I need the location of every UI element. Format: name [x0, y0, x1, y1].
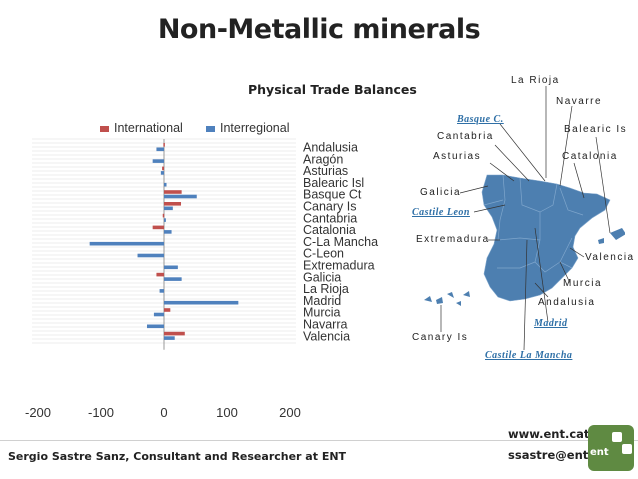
category-label: Galicia — [303, 270, 341, 284]
canary-islands — [424, 291, 470, 306]
category-label: Asturias — [303, 164, 348, 178]
map-label-murcia: Murcia — [563, 278, 603, 289]
bar-international — [164, 308, 171, 312]
bar-interregional — [146, 324, 164, 329]
bar-interregional — [164, 277, 182, 281]
balearic-island — [610, 228, 625, 240]
category-label: Canary Is — [303, 200, 357, 214]
bar-international — [162, 213, 165, 218]
category-label: Basque Ct — [303, 188, 362, 202]
footer-site[interactable]: www.ent.cat — [508, 427, 590, 441]
map-label-extremadura: Extremadura — [416, 234, 490, 245]
bar-interregional — [159, 289, 164, 293]
x-tick-label: 100 — [216, 405, 238, 420]
map-label-galicia: Galicia — [420, 187, 462, 198]
x-tick-label: -100 — [88, 405, 114, 420]
map-label-valencia: Valencia — [585, 252, 635, 263]
category-label: C-Leon — [303, 247, 344, 261]
map-label-catalonia: Catalonia — [562, 151, 618, 162]
bar-international — [152, 225, 164, 230]
bar-interregional — [89, 241, 164, 246]
bar-interregional — [160, 171, 164, 175]
chart-title: Physical Trade Balances — [248, 82, 417, 97]
bar-interregional — [152, 159, 164, 163]
map-label-castile-leon: Castile Leon — [412, 207, 470, 218]
x-tick-label: 0 — [160, 405, 167, 420]
category-label: C-La Mancha — [303, 235, 378, 249]
bar-interregional — [164, 230, 172, 234]
map-label-balearic: Balearic Is — [564, 124, 628, 135]
spain-map — [424, 86, 625, 351]
bar-international — [156, 272, 164, 277]
bar-interregional — [156, 147, 164, 152]
legend-item-international: International — [100, 121, 183, 135]
bar-interregional — [153, 312, 164, 317]
legend-swatch-international — [100, 125, 109, 132]
legend-swatch-interregional — [206, 125, 215, 132]
category-label: Cantabria — [303, 211, 357, 225]
footer-divider — [0, 440, 638, 441]
bar-chart: -200 -100 0 100 200AndalusiaAragónAsturiasBa… — [25, 138, 378, 420]
category-label: Catalonia — [303, 223, 356, 237]
bar-international — [164, 190, 182, 194]
legend-label-interregional: Interregional — [220, 121, 290, 135]
legend-item-interregional: Interregional — [206, 121, 290, 135]
bar-interregional — [137, 253, 164, 258]
map-label-cantabria: Cantabria — [437, 131, 494, 142]
category-label: Murcia — [303, 306, 341, 320]
ent-logo-text: ent — [590, 447, 609, 458]
category-label: Navarra — [303, 318, 348, 332]
bar-interregional — [164, 218, 166, 222]
category-label: Madrid — [303, 294, 341, 308]
bar-interregional — [164, 300, 239, 305]
category-label: Andalusia — [303, 141, 358, 155]
category-label: Balearic Isl — [303, 176, 364, 190]
bar-interregional — [164, 182, 167, 187]
bar-international — [163, 143, 165, 147]
category-label: La Rioja — [303, 282, 349, 296]
map-label-andalusia: Andalusia — [538, 297, 596, 308]
footer-author: Sergio Sastre Sanz, Consultant and Resea… — [8, 450, 347, 463]
footer-email[interactable]: ssastre@ent.cat — [508, 448, 613, 462]
map-label-basque: Basque C. — [457, 114, 504, 125]
bar-interregional — [164, 206, 173, 211]
slide-title: Non-Metallic minerals — [157, 14, 481, 45]
category-label: Extremadura — [303, 259, 375, 273]
balearic-island-small — [598, 238, 604, 244]
bar-international — [162, 166, 164, 171]
map-label-madrid: Madrid — [534, 318, 568, 329]
bar-international — [164, 202, 182, 206]
ent-logo-mark — [612, 432, 622, 442]
map-label-castile-la-mancha: Castile La Mancha — [485, 350, 573, 361]
ent-logo-mark-2 — [622, 444, 632, 454]
map-label-la-rioja: La Rioja — [511, 75, 560, 86]
x-tick-label: 200 — [279, 405, 301, 420]
map-label-navarre: Navarre — [556, 96, 603, 107]
bar-interregional — [164, 265, 178, 270]
bar-international — [164, 331, 185, 336]
region-borders — [483, 174, 584, 273]
category-label: Valencia — [303, 329, 350, 343]
legend-label-international: International — [114, 121, 183, 135]
bar-interregional — [164, 336, 175, 340]
map-leader-lines — [440, 86, 611, 351]
category-label: Aragón — [303, 152, 343, 166]
x-tick-label: -200 — [25, 405, 51, 420]
map-label-asturias: Asturias — [433, 151, 482, 162]
bar-interregional — [164, 194, 197, 199]
map-label-canary: Canary Is — [412, 332, 469, 343]
